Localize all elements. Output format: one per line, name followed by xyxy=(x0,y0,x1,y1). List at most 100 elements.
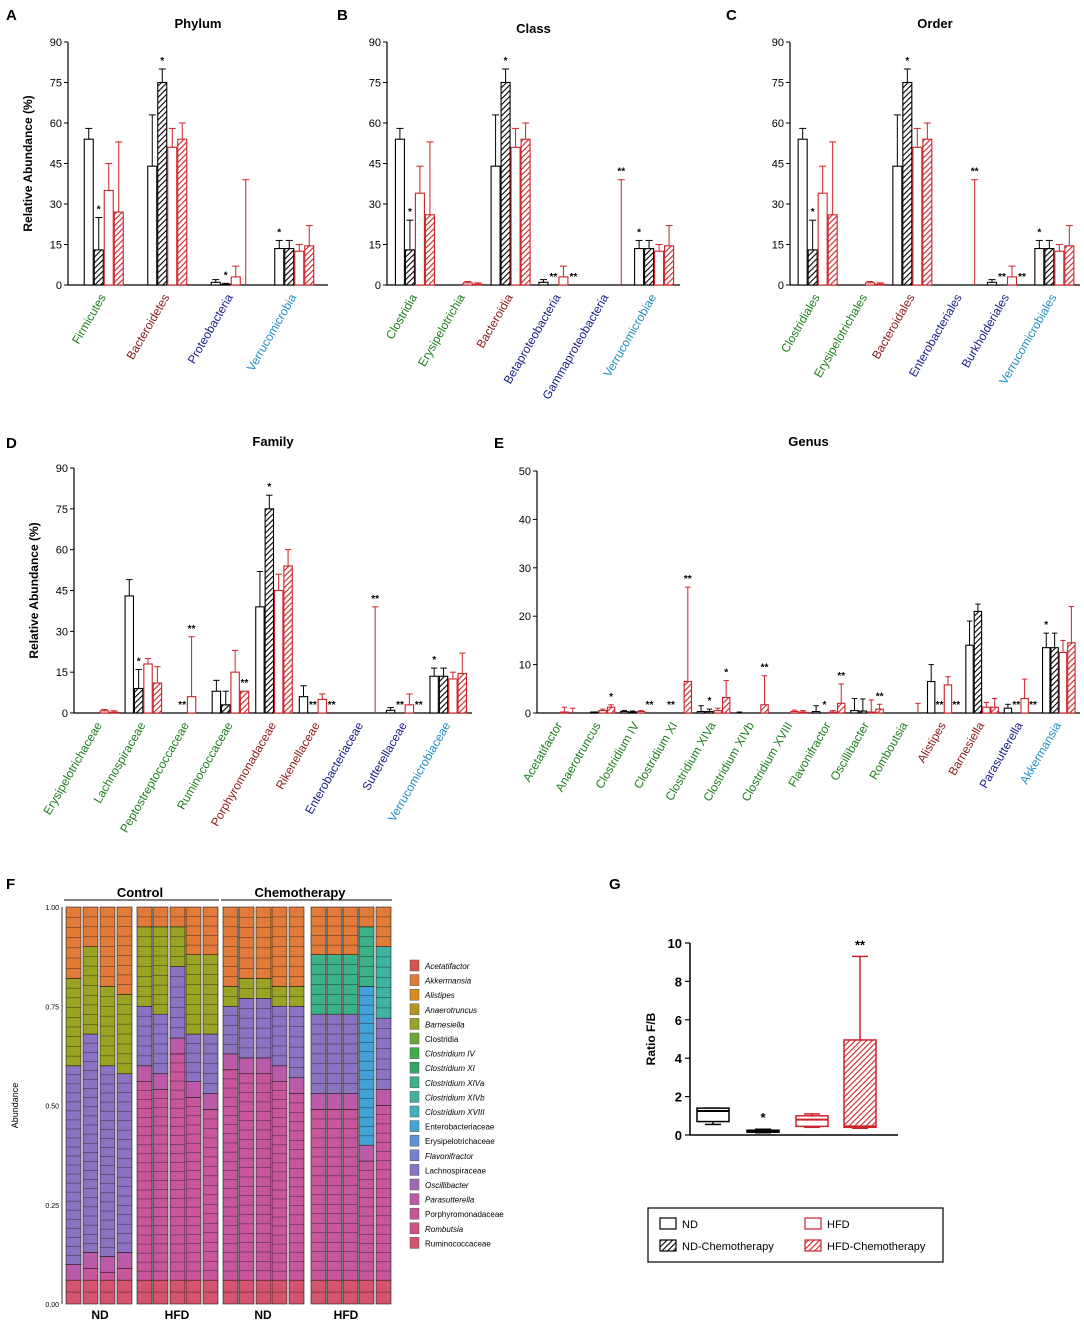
bar-flavonifractor-hfd-chemotherapy xyxy=(837,702,846,714)
box-hfd xyxy=(795,1115,829,1128)
y-tick-label: 6 xyxy=(675,1013,682,1028)
bar-flavonifractor-hfd xyxy=(828,711,838,714)
bar-ruminococcaceae-hfd-chemotherapy xyxy=(239,690,250,714)
legend-label-porphyromonadaceae: Porphyromonadaceae xyxy=(425,1210,504,1219)
bar-bacteroidales-nd xyxy=(892,165,903,286)
bar-erysipelotrichales-hfd xyxy=(864,282,876,286)
x-tick-label-barnesiella: Barnesiella xyxy=(945,719,987,778)
y-tick-label: 10 xyxy=(519,660,531,672)
bar-bacteroidales-hfd-chemotherapy xyxy=(922,138,933,286)
significance-label: ** xyxy=(855,937,866,952)
y-tick-label: 0.00 xyxy=(45,1302,59,1309)
panel-letter: F xyxy=(6,876,15,893)
bar-clostridium-iv-nd xyxy=(620,710,629,714)
stack-seg-lachnospiraceae xyxy=(169,966,186,1039)
legend-label-akkermansia: Akkermansia xyxy=(424,977,472,986)
bar-ruminococcaceae-nd xyxy=(211,690,222,714)
legend-swatch-ruminococcaceae xyxy=(409,1237,420,1249)
bar-verrucomicrobiae-hfd-chemotherapy xyxy=(664,245,675,286)
y-axis-label: Abundance xyxy=(10,1083,20,1129)
legend-label-clostridium-xi: Clostridium XI xyxy=(425,1064,476,1073)
bar-verrucomicrobiae-nd xyxy=(634,248,645,286)
x-tick-label-verrucomicrobia: Verrucomicrobia xyxy=(244,291,300,373)
bar-bacteroidia-hfd-chemotherapy xyxy=(520,138,531,286)
y-tick-label: 45 xyxy=(56,586,68,598)
x-tick-label-acetatifactor: Acetatifactor xyxy=(520,720,565,785)
y-tick-label: 0 xyxy=(675,1128,682,1143)
significance-label: ** xyxy=(396,700,404,711)
bar-lachnospiraceae-hfd-chemotherapy xyxy=(152,682,163,714)
y-tick-label: 1.00 xyxy=(45,905,59,912)
stack-seg-porphyromonadaceae xyxy=(99,1271,116,1281)
significance-label: ** xyxy=(570,272,578,283)
bar-oscillibacter-nd-chemotherapy xyxy=(858,710,868,714)
bottom-label-nd: ND xyxy=(254,1308,272,1322)
bar-clostridium-iv-hfd xyxy=(636,710,646,714)
y-tick-label: 0 xyxy=(778,280,784,292)
significance-label: ** xyxy=(936,700,944,711)
x-tick-label-bacteroidetes: Bacteroidetes xyxy=(124,292,173,363)
y-tick-label: 30 xyxy=(519,563,531,575)
stack-seg-parasutterella xyxy=(169,1037,186,1055)
bar-clostridium-xiva-hfd xyxy=(713,710,723,714)
bar-porphyromonadaceae-nd xyxy=(255,606,265,714)
bar-firmicutes-nd-chemotherapy xyxy=(93,249,104,286)
stack-seg-akkermansia xyxy=(238,906,255,979)
stack-seg-parasutterella xyxy=(358,1144,375,1162)
x-tick-label-bacteroidia: Bacteroidia xyxy=(474,291,516,350)
legend-frame xyxy=(647,1207,944,1263)
bar-parasutterella-hfd xyxy=(1020,697,1029,714)
legend-swatch-nd-chemotherapy xyxy=(659,1239,677,1252)
stack-seg-porphyromonadaceae xyxy=(152,1089,169,1281)
stack-seg-porphyromonadaceae xyxy=(375,1105,392,1281)
x-tick-label-rikenellaceae: Rikenellaceae xyxy=(273,719,323,792)
bar-verrucomicrobiae-nd-chemotherapy xyxy=(644,248,655,286)
significance-label: ** xyxy=(1018,272,1026,283)
legend-swatch-parasutterella xyxy=(409,1193,420,1205)
stack-seg-parasutterella xyxy=(136,1065,153,1082)
group-label-control: Control xyxy=(117,885,163,900)
significance-label: * xyxy=(432,655,436,666)
stack-seg-akkermansia xyxy=(65,906,82,979)
y-axis-label: Relative Abundance (%) xyxy=(21,95,35,231)
bar-clostridium-xviii-hfd-chemotherapy xyxy=(798,711,808,714)
legend-swatch-lachnospiraceae xyxy=(409,1164,420,1176)
bar-lachnospiraceae-hfd xyxy=(143,663,153,714)
significance-label: ** xyxy=(837,671,845,682)
bar-bacteroidales-hfd xyxy=(912,146,923,286)
y-tick-label: 10 xyxy=(668,936,682,951)
bar-acetatifactor-hfd xyxy=(560,711,569,714)
y-tick-label: 0 xyxy=(56,280,62,292)
significance-label: ** xyxy=(241,678,249,689)
bar-sutterellaceae-hfd xyxy=(404,704,415,714)
bottom-label-nd: ND xyxy=(91,1308,109,1322)
stack-seg-parasutterella xyxy=(185,1081,202,1098)
legend-swatch-clostridia xyxy=(409,1032,420,1045)
bar-clostridia-nd-chemotherapy xyxy=(404,249,415,286)
stack-seg-parasutterella xyxy=(238,1057,255,1075)
legend-label-lachnospiraceae: Lachnospiraceae xyxy=(425,1166,486,1175)
bar-verrucomicrobiales-nd-chemotherapy xyxy=(1044,248,1055,286)
panel-letter: B xyxy=(337,7,348,24)
x-tick-label-akkermansia: Akkermansia xyxy=(1017,719,1064,786)
y-tick-label: 2 xyxy=(675,1090,682,1105)
panel-letter: D xyxy=(6,435,17,452)
panel-b: B Class 0 15 30 45 60 75 90 * ClostridiaErysipelot… xyxy=(337,7,680,402)
bar-oscillibacter-nd xyxy=(850,710,859,714)
significance-label: * xyxy=(137,656,141,667)
chart-title: Genus xyxy=(788,434,828,449)
bar-barnesiella-nd-chemotherapy xyxy=(973,610,983,714)
legend-swatch-barnesiella xyxy=(409,1018,420,1030)
legend-label-nd-chemotherapy: ND-Chemotherapy xyxy=(682,1241,774,1253)
legend-label-clostridium-xviii: Clostridium XVIII xyxy=(425,1108,485,1117)
bar-clostridiales-hfd xyxy=(817,192,828,286)
bar-proteobacteria-nd-chemotherapy xyxy=(220,283,231,286)
bar-rikenellaceae-nd xyxy=(298,696,309,714)
bar-burkholderiales-nd xyxy=(986,281,998,286)
y-tick-label: 75 xyxy=(50,78,62,90)
y-tick-label: 90 xyxy=(56,463,68,475)
y-tick-label: 0.75 xyxy=(45,1004,59,1011)
y-axis-label: Relative Abundance (%) xyxy=(27,522,41,658)
